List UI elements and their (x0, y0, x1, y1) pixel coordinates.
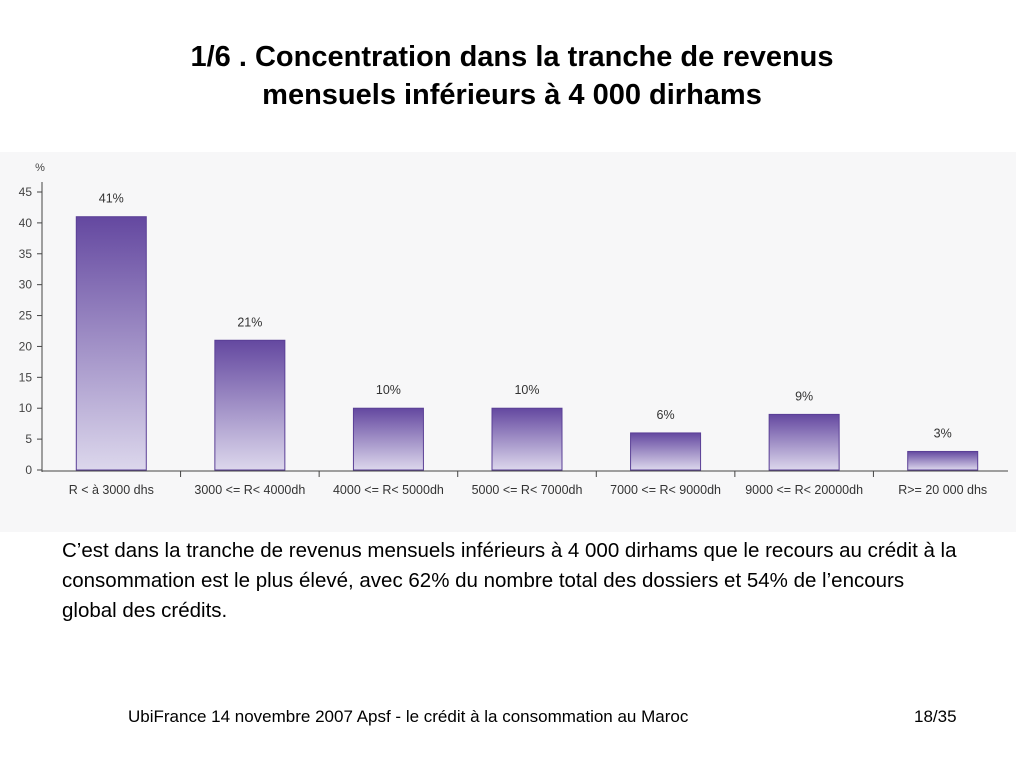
bar (630, 432, 702, 471)
bar (907, 450, 979, 471)
bar (75, 216, 147, 471)
y-tick-label: 0 (25, 463, 32, 477)
y-tick-label: 20 (19, 339, 33, 353)
y-tick-label: 30 (19, 278, 33, 292)
body-paragraph: C’est dans la tranche de revenus mensuel… (62, 539, 957, 622)
bar-chart-panel: % 0 5 10 15 20 25 30 35 40 45 41% R < à 3000 dhs 21%… (0, 152, 1016, 532)
y-axis-unit-label: % (35, 162, 45, 174)
bar-data-label: 9% (795, 389, 813, 403)
y-tick-label: 40 (19, 216, 33, 230)
y-tick-label: 15 (19, 370, 33, 384)
bar-data-label: 3% (934, 426, 952, 440)
y-tick-label: 45 (19, 185, 33, 199)
y-tick-label: 35 (19, 247, 33, 261)
y-tick-label: 5 (25, 432, 32, 446)
bar (768, 413, 840, 471)
x-category-label: 5000 <= R< 7000dh (472, 483, 583, 497)
footer-text: UbiFrance 14 novembre 2007 Apsf - le cré… (128, 707, 689, 726)
slide-title: 1/6 . Concentration dans la tranche de r… (0, 38, 1024, 114)
x-category-label: 9000 <= R< 20000dh (745, 483, 863, 497)
bar-data-label: 10% (514, 383, 539, 397)
bar-chart: % 0 5 10 15 20 25 30 35 40 45 41% R < à 3000 dhs 21%… (19, 162, 1008, 497)
y-tick-label: 10 (19, 401, 33, 415)
bar (214, 339, 286, 471)
x-category-label: R < à 3000 dhs (69, 483, 154, 497)
bar-data-label: 41% (99, 192, 124, 206)
y-tick-label: 25 (19, 309, 33, 323)
x-category-label: 3000 <= R< 4000dh (194, 483, 305, 497)
page-number: 18/35 (914, 707, 957, 726)
bar-data-label: 10% (376, 383, 401, 397)
bar (352, 407, 424, 471)
x-category-label: 7000 <= R< 9000dh (610, 483, 721, 497)
bar (491, 407, 563, 471)
x-category-label: 4000 <= R< 5000dh (333, 483, 444, 497)
title-line-2: mensuels inférieurs à 4 000 dirhams (262, 79, 762, 111)
bar-data-label: 6% (657, 408, 675, 422)
title-line-1: 1/6 . Concentration dans la tranche de r… (190, 41, 834, 73)
bar-data-label: 21% (237, 315, 262, 329)
x-category-label: R>= 20 000 dhs (898, 483, 987, 497)
